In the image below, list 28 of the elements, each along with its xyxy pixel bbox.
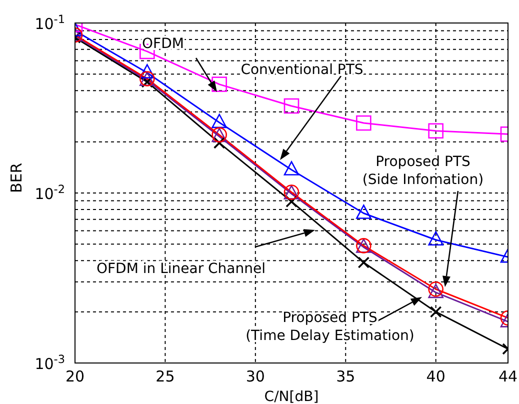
point bbox=[284, 98, 300, 114]
y-tick-label: 10$^{-3}$ bbox=[34, 352, 65, 373]
x-tick-label: 20 bbox=[65, 368, 85, 386]
point bbox=[356, 115, 372, 131]
point bbox=[140, 64, 155, 78]
point bbox=[212, 76, 227, 92]
annotation: Conventional PTS bbox=[240, 62, 364, 78]
x-tick-label: 40 bbox=[426, 368, 446, 386]
x-tick-label: 30 bbox=[246, 368, 265, 386]
point bbox=[356, 204, 372, 219]
y-axis-title: BER bbox=[7, 162, 26, 193]
point bbox=[358, 256, 370, 268]
point bbox=[430, 306, 442, 318]
x-tick-label: 44 bbox=[498, 368, 518, 386]
annotation: Proposed PTS (Time Delay Estimation) bbox=[246, 310, 414, 344]
y-tick-label: 10$^{-2}$ bbox=[34, 182, 65, 203]
x-axis-title: C/N[dB] bbox=[264, 389, 319, 404]
point bbox=[284, 161, 300, 176]
point bbox=[428, 123, 444, 139]
point bbox=[213, 137, 226, 149]
point bbox=[428, 231, 444, 246]
point bbox=[286, 196, 298, 208]
y-tick-label: 10$^{-1}$ bbox=[34, 12, 65, 33]
x-tick-label: 35 bbox=[336, 368, 356, 386]
x-tick-label: 25 bbox=[156, 368, 175, 386]
annotation: Proposed PTS (Side Infomation) bbox=[362, 154, 484, 188]
annotation: OFDM in Linear Channel bbox=[96, 261, 266, 277]
point bbox=[212, 114, 227, 128]
